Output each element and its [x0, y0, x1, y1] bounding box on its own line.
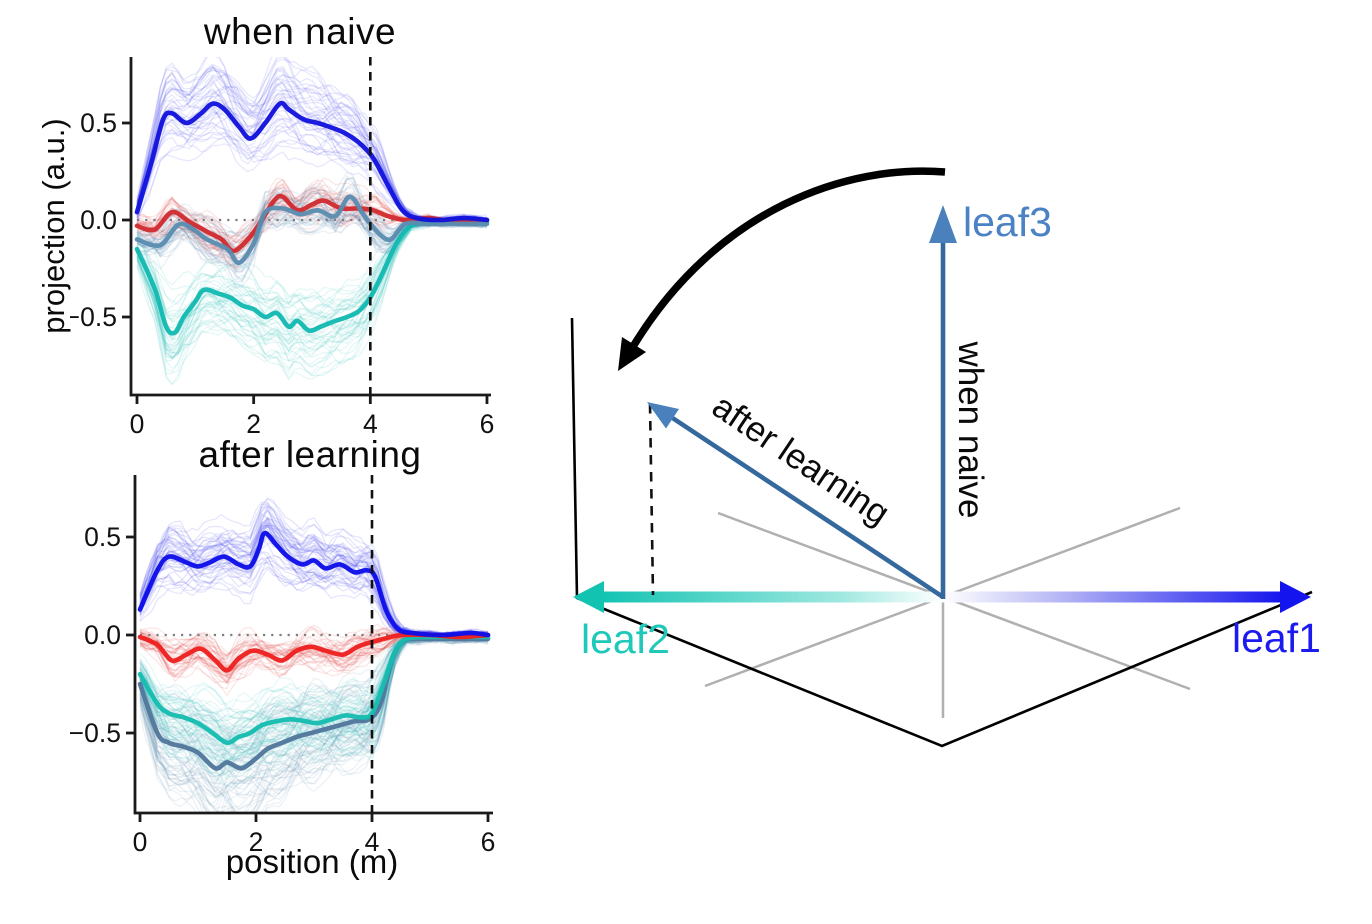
tick-labels: 0.5 0.0 −0.5 0 2 4 6 — [70, 108, 494, 439]
tick-label: −0.5 — [70, 302, 117, 332]
y-axis-label: projection (a.u.) — [36, 118, 71, 334]
tick-label: 0 — [130, 409, 145, 439]
when-naive-vector-label: when naive — [951, 341, 990, 519]
x-axis-label: position (m) — [225, 843, 399, 880]
panel-title-when-naive: when naive — [203, 11, 397, 52]
mean-trace-red — [137, 632, 491, 673]
mean-trace-red — [134, 193, 490, 254]
leaf1-axis-arrowhead — [1280, 581, 1311, 613]
mean-trace-blue — [137, 530, 491, 638]
tick-labels: 0.5 0.0 −0.5 0 2 4 6 — [70, 522, 495, 857]
leaf-space-3d-schematic — [570, 167, 1313, 748]
leaf2-axis-arrowhead — [573, 581, 604, 613]
tick-label: 2 — [249, 827, 264, 857]
mean-trace-steelblue — [134, 194, 490, 265]
leaf3-when-naive-vector-arrowhead — [929, 205, 957, 243]
tick-label: 4 — [365, 827, 380, 857]
when-naive-projection-plot: 0.5 0.0 −0.5 0 2 4 6 — [70, 57, 494, 439]
mean-trace-teal — [134, 219, 490, 336]
after-learning-vector-shaft — [666, 413, 945, 599]
plot-area — [134, 57, 490, 386]
leaf2-axis-gradient-band — [600, 591, 943, 603]
leaf3-axis-label: leaf3 — [963, 199, 1052, 245]
tick-label: 0.0 — [80, 205, 117, 235]
rotation-arc — [630, 167, 946, 347]
background-traces-blue — [139, 497, 489, 640]
tick-label: 6 — [480, 409, 495, 439]
leaf2-axis-label: leaf2 — [581, 616, 670, 662]
tick-label: 4 — [363, 409, 378, 439]
tick-label: 0 — [133, 827, 148, 857]
after-learning-vector-arrowhead — [647, 402, 679, 429]
leaf-plane-frame — [570, 317, 1313, 748]
tick-label: 0.5 — [84, 522, 121, 552]
after-learning-projection-plot: 0.5 0.0 −0.5 0 2 4 6 — [70, 475, 495, 857]
leaf1-axis-label: leaf1 — [1232, 615, 1321, 661]
plot-area — [137, 497, 491, 813]
rotation-arc-arrowhead — [618, 337, 646, 371]
panel-title-after-learning: after learning — [198, 434, 422, 475]
axes — [122, 57, 491, 404]
projection-dashed-line — [648, 403, 655, 596]
tick-label: 2 — [246, 409, 261, 439]
mean-trace-blue — [134, 100, 490, 223]
tick-label: 0.5 — [80, 108, 117, 138]
tick-label: −0.5 — [70, 718, 121, 748]
leaf1-axis-gradient-band — [943, 591, 1283, 603]
tick-label: 0.0 — [84, 620, 121, 650]
tick-label: 6 — [481, 827, 496, 857]
axes — [126, 475, 493, 822]
mean-trace-teal — [137, 634, 491, 746]
